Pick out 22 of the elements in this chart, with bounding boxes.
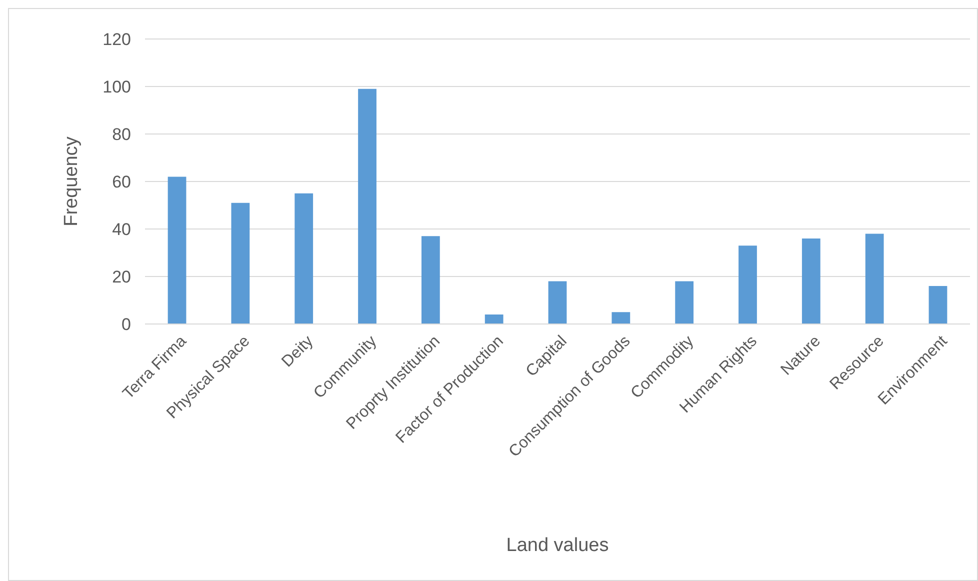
bar [675, 281, 694, 324]
bar [421, 236, 440, 324]
bar [802, 238, 820, 324]
bar [231, 202, 250, 324]
bar [548, 281, 567, 324]
bar [358, 88, 376, 324]
bar [928, 286, 948, 324]
y-tick-label: 0 [122, 314, 131, 334]
y-tick-label: 100 [102, 77, 131, 96]
bar [865, 234, 884, 324]
y-tick-label: 40 [112, 220, 131, 239]
y-axis-title: Frequency [61, 136, 82, 226]
y-tick-label: 120 [102, 30, 131, 49]
x-axis-title: Land values [506, 535, 609, 556]
bar [738, 246, 757, 324]
y-tick-label: 80 [112, 124, 131, 144]
bar [484, 314, 504, 324]
y-tick-label: 60 [112, 172, 131, 192]
y-tick-label: 20 [112, 267, 131, 286]
bar [294, 193, 314, 324]
bar [612, 312, 630, 324]
bar [168, 176, 186, 324]
